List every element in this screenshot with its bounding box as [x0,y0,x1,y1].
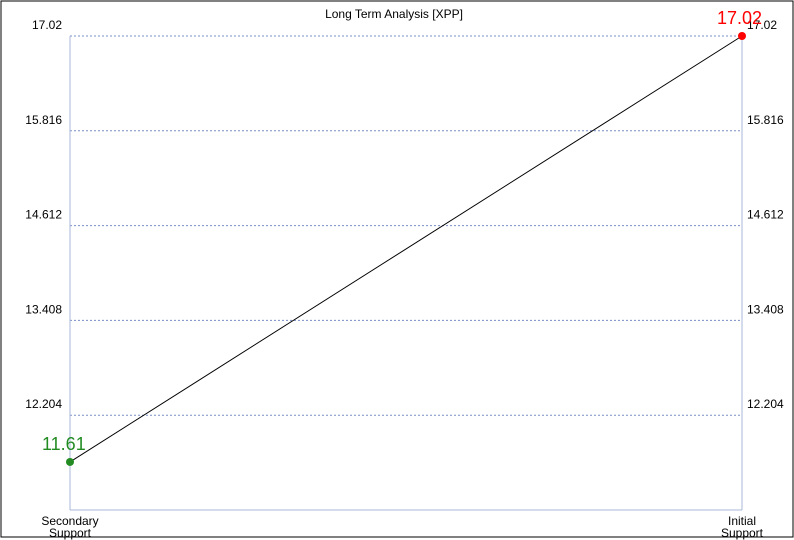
data-labels: 11.61 17.02 [42,8,762,454]
y-tick-label-left: 12.204 [25,397,62,411]
y-tick-label-right: 14.612 [747,208,784,222]
grid-layer [70,35,742,416]
data-point [738,32,746,40]
y-tick-label-right: 12.204 [747,397,784,411]
data-label: 17.02 [717,8,762,28]
y-tick-label-left: 15.816 [25,113,62,127]
series-line-layer [69,35,743,463]
y-tick-label-left: 17.02 [32,18,62,32]
y-tick-label-left: 14.612 [25,208,62,222]
data-point [66,457,74,466]
x-category-label: Initial Support [721,514,764,540]
series-line [69,35,743,463]
x-category-labels: Secondary Support Initial Support [41,514,763,540]
y-tick-label-right: 15.816 [747,113,784,127]
x-category-label: Secondary Support [41,514,98,540]
data-label: 11.61 [42,434,86,454]
plot-frame [69,36,743,511]
chart-title: Long Term Analysis [XPP] [325,7,463,21]
y-tick-label-left: 13.408 [25,302,62,316]
data-points [66,32,746,466]
y-tick-label-right: 13.408 [747,302,784,316]
y-tick-labels: 12.204 12.204 13.408 13.408 14.612 14.612 15.8… [25,18,784,411]
y-tick-label-right: 17.02 [747,18,777,32]
